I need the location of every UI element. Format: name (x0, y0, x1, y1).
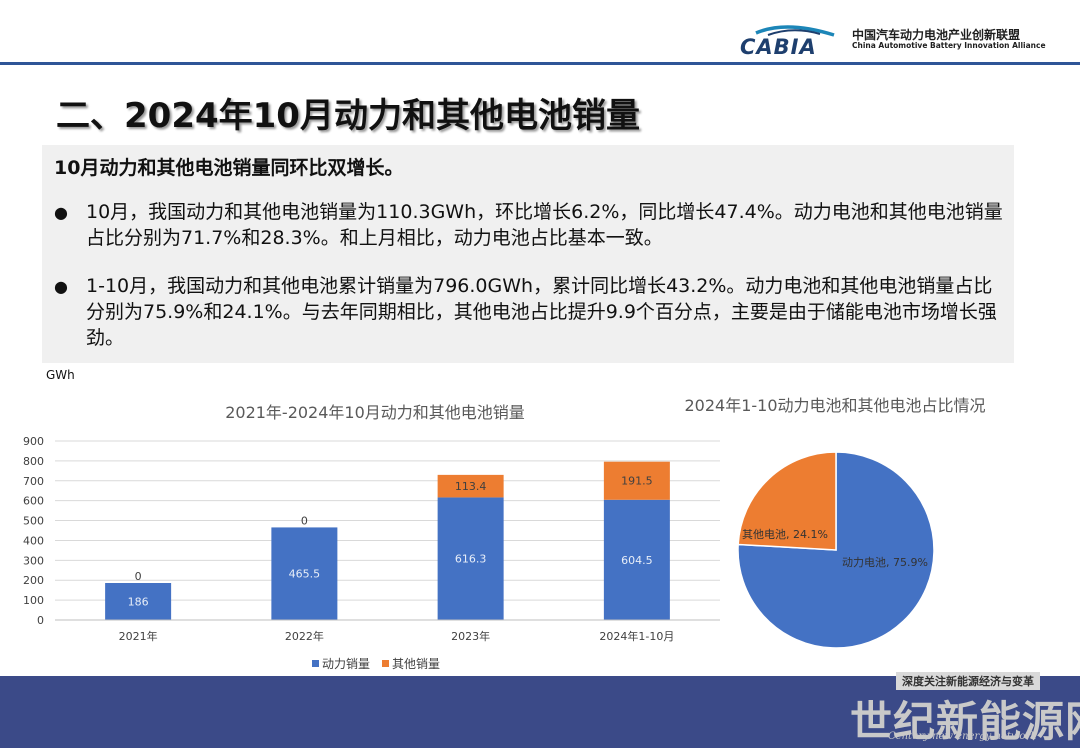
y-tick-label: 700 (23, 475, 44, 488)
legend-label: 其他销量 (392, 657, 440, 671)
bar-x-ticks: 2021年 2022年 2023年 2024年1-10月 (55, 619, 720, 643)
legend-swatch (312, 660, 319, 667)
bar-other (603, 461, 670, 500)
logo-text: CABIA (740, 35, 817, 58)
y-tick-label: 800 (23, 455, 44, 468)
org-name-cn: 中国汽车动力电池产业创新联盟 (852, 28, 1021, 42)
bar-y-ticks: 0 100 200 300 400 500 600 700 800 900 (23, 435, 44, 627)
watermark-name: 世纪新能源网 (850, 697, 1080, 746)
logo-mark: CABIA (740, 25, 835, 58)
bar-value-label: 616.3 (455, 553, 487, 566)
bar-power (437, 497, 504, 620)
x-tick-label: 2022年 (285, 629, 324, 643)
bullet-dot-icon: ● (54, 277, 68, 296)
y-tick-label: 200 (23, 574, 44, 587)
pie-chart: 2024年1-10动力电池和其他电池占比情况 动力电池, 75.9% 其他电池, … (684, 396, 986, 649)
bar-value-label: 0 (301, 514, 308, 527)
bar-value-label: 604.5 (621, 554, 653, 567)
pie-labels: 动力电池, 75.9% 其他电池, 24.1% (742, 528, 928, 569)
x-tick-label: 2024年1-10月 (599, 629, 674, 643)
bar-legend: 动力销量 其他销量 (312, 657, 440, 671)
bar-chart-title: 2021年-2024年10月动力和其他电池销量 (225, 403, 525, 422)
pie-slice-other (737, 451, 837, 551)
summary-subtitle: 10月动力和其他电池销量同环比双增长。 (54, 157, 404, 179)
bar-value-label: 113.4 (455, 480, 487, 493)
pie-label: 动力电池, 75.9% (842, 556, 928, 569)
x-tick-label: 2021年 (119, 629, 158, 643)
pie-chart-title: 2024年1-10动力电池和其他电池占比情况 (684, 396, 985, 415)
y-tick-label: 500 (23, 515, 44, 528)
bullet-text: 10月，我国动力和其他电池销量为110.3GWh，环比增长6.2%，同比增长47… (86, 201, 1003, 249)
y-tick-label: 0 (37, 614, 44, 627)
y-tick-label: 400 (23, 534, 44, 547)
page-title: 二、2024年10月动力和其他电池销量 (56, 96, 640, 136)
bar-chart: 2021年-2024年10月动力和其他电池销量 0 100 200 300 400 500… (23, 403, 720, 671)
bar-value-label: 191.5 (621, 475, 653, 488)
charts-area: 2021年-2024年10月动力和其他电池销量 0 100 200 300 400 500… (23, 396, 986, 671)
bar-value-label: 186 (128, 596, 149, 609)
bar-value-label: 465.5 (289, 568, 321, 581)
header-rule (0, 62, 1080, 65)
y-tick-label: 100 (23, 594, 44, 607)
bar-series: 186 0 465.5 0 616.3 113.4 604.5 191.5 (105, 461, 670, 620)
summary-box: 10月动力和其他电池销量同环比双增长。 ● 10月，我国动力和其他电池销量为11… (42, 145, 1014, 363)
bar-power (603, 499, 670, 620)
legend-swatch (382, 660, 389, 667)
watermark-tag: 深度关注新能源经济与变革 (896, 672, 1040, 690)
y-tick-label: 600 (23, 495, 44, 508)
pie-label: 其他电池, 24.1% (742, 528, 828, 541)
y-tick-label: 300 (23, 554, 44, 567)
bar-other (437, 474, 504, 498)
bar-power (271, 527, 338, 620)
x-tick-label: 2023年 (451, 629, 490, 643)
org-name-en: China Automotive Battery Innovation Alli… (852, 41, 1046, 50)
y-tick-label: 900 (23, 435, 44, 448)
cabia-logo: CABIA 中国汽车动力电池产业创新联盟 China Automotive Ba… (738, 18, 1046, 58)
bar-value-label: 0 (135, 570, 142, 583)
legend-label: 动力销量 (322, 657, 370, 671)
bullet-dot-icon: ● (54, 203, 68, 222)
unit-label: GWh (46, 368, 75, 382)
watermark-name-en: Century new energy network (888, 731, 1037, 742)
pie-slices (737, 451, 935, 649)
bar-power (105, 583, 172, 620)
bullet-text: 1-10月，我国动力和其他电池累计销量为796.0GWh，累计同比增长43.2%… (86, 275, 997, 349)
